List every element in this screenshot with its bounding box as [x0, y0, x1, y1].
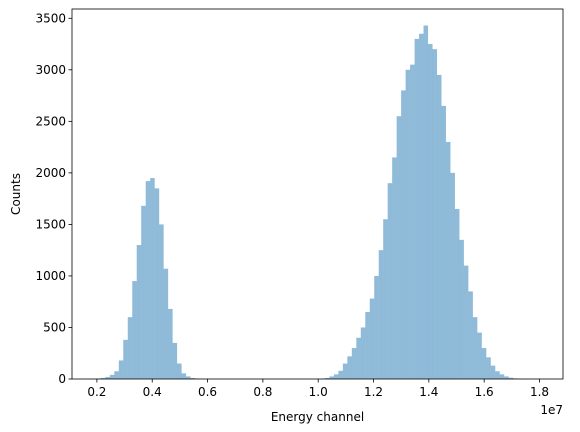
- histogram-bar: [405, 69, 411, 379]
- histogram-bar: [114, 371, 119, 379]
- histogram-bar: [436, 74, 442, 380]
- histogram-bar: [392, 157, 397, 379]
- y-tick-label: 3000: [35, 63, 66, 77]
- histogram-bar: [365, 312, 370, 379]
- histogram-bar: [100, 377, 106, 379]
- plot-frame: [71, 8, 564, 380]
- histogram-bar: [347, 356, 352, 379]
- histogram-bar: [105, 376, 110, 379]
- y-tick-label: 2500: [35, 114, 66, 128]
- histogram-bar: [181, 373, 187, 379]
- histogram-bar: [342, 363, 348, 379]
- histogram-bar: [396, 116, 402, 379]
- histogram-bar: [410, 64, 415, 380]
- x-tick-label: 0.6: [198, 385, 217, 399]
- histogram-bar: [351, 348, 357, 379]
- histogram-bar: [145, 181, 151, 379]
- histogram-bar: [459, 239, 464, 379]
- histogram-bar: [383, 219, 388, 379]
- histogram-bar: [172, 342, 178, 379]
- x-axis-ticks: 0.2 0.4 0.6 0.8 1.0 1.2 1.4 1.6 1.8: [87, 379, 549, 399]
- histogram-bar: [414, 38, 420, 379]
- histogram-bar: [486, 357, 491, 379]
- histogram-bar: [186, 376, 191, 379]
- histogram-bar: [369, 298, 375, 379]
- histogram-bar: [481, 348, 487, 379]
- histogram-bar: [118, 360, 124, 379]
- histogram-bar: [132, 281, 137, 379]
- y-axis-label: Counts: [9, 173, 23, 215]
- histogram-bar: [123, 339, 128, 379]
- histogram-bar: [423, 25, 429, 380]
- x-tick-label: 0.8: [253, 385, 272, 399]
- histogram-bars: [91, 25, 532, 380]
- histogram-bar: [136, 245, 142, 379]
- histogram-bar: [495, 371, 500, 379]
- x-axis-offset-label: 1e7: [540, 403, 563, 417]
- y-tick-label: 2000: [35, 166, 66, 180]
- histogram-bar: [150, 178, 155, 379]
- histogram-bar: [109, 374, 115, 379]
- histogram-bar: [477, 332, 482, 379]
- histogram-bar: [401, 90, 406, 380]
- histogram-bar: [360, 327, 366, 379]
- histogram-bar: [154, 188, 160, 379]
- histogram-bar: [468, 291, 473, 379]
- histogram-bar: [463, 265, 469, 379]
- histogram-bar: [356, 337, 361, 379]
- histogram-bar: [454, 208, 460, 379]
- histogram-bar: [508, 377, 514, 379]
- histogram-bar: [338, 370, 343, 379]
- x-tick-label: 1.6: [475, 385, 494, 399]
- histogram-bar: [445, 141, 451, 379]
- histogram-bar: [141, 205, 146, 379]
- histogram-bar: [490, 365, 496, 379]
- x-tick-label: 1.2: [364, 385, 383, 399]
- histogram-bar: [450, 172, 455, 379]
- y-tick-label: 500: [43, 320, 66, 334]
- y-tick-label: 1000: [35, 269, 66, 283]
- histogram-bar: [329, 376, 334, 379]
- histogram-bar: [387, 183, 393, 379]
- histogram-bar: [472, 317, 478, 379]
- histogram-bar: [163, 268, 169, 379]
- histogram-bar: [333, 374, 339, 379]
- histogram-bar: [177, 363, 182, 379]
- histogram-bar: [190, 377, 196, 379]
- histogram-bar: [127, 317, 133, 379]
- histogram-bar: [159, 224, 164, 379]
- histogram-bar: [499, 374, 505, 379]
- histogram-bar: [428, 44, 433, 379]
- y-tick-label: 0: [58, 372, 66, 386]
- y-tick-label: 3500: [35, 11, 66, 25]
- x-tick-label: 1.8: [530, 385, 549, 399]
- histogram-bar: [419, 33, 424, 380]
- x-tick-label: 0.2: [87, 385, 106, 399]
- histogram-bar: [378, 250, 384, 379]
- y-axis-ticks: 0 500 1000 1500 2000 2500 3000 3500: [35, 11, 72, 386]
- x-axis-label: Energy channel: [271, 410, 364, 424]
- histogram-bar: [441, 105, 446, 379]
- x-tick-label: 0.4: [143, 385, 162, 399]
- x-tick-label: 1.4: [419, 385, 438, 399]
- y-tick-label: 1500: [35, 217, 66, 231]
- histogram-bar: [432, 49, 438, 379]
- histogram-bar: [374, 275, 379, 379]
- x-tick-label: 1.0: [309, 385, 328, 399]
- histogram-bar: [504, 376, 509, 379]
- histogram-bar: [168, 308, 173, 379]
- histogram-bar: [324, 377, 330, 379]
